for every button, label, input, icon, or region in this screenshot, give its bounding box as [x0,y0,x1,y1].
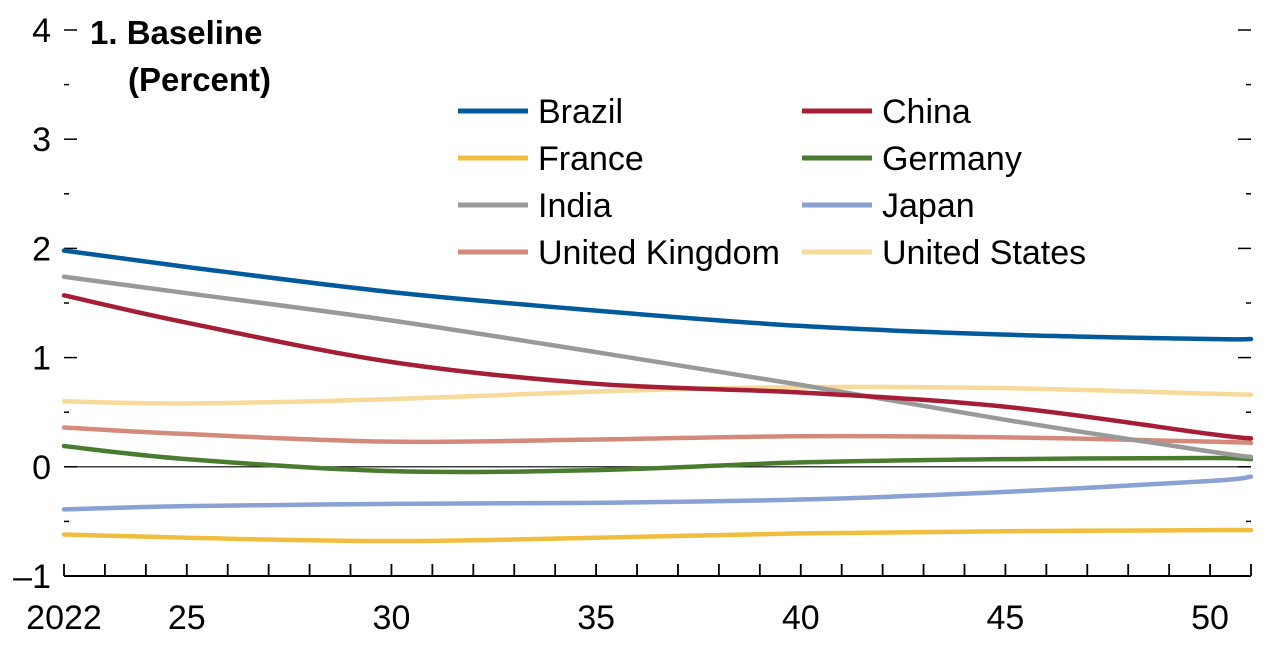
legend-label-brazil: Brazil [538,93,623,131]
chart-title: 1. Baseline [90,14,262,51]
y-tick-label: 1 [32,340,51,378]
x-tick-label: 45 [986,599,1024,637]
y-tick-label: 2 [32,230,51,268]
series-line-china [61,293,1254,441]
x-tick-label: 40 [782,599,820,637]
chart-subtitle: (Percent) [128,61,271,98]
y-tick-label: 0 [32,449,51,487]
legend-label-japan: Japan [882,187,975,225]
legend-label-united-kingdom: United Kingdom [538,234,780,272]
y-tick-label: –1 [13,558,51,596]
x-tick-label: 50 [1191,599,1229,637]
x-tick-label: 2022 [26,599,102,637]
legend: Brazil China France Germany India Japan United… [458,93,1086,272]
series-line-brazil [61,248,1254,342]
series-lines [61,248,1254,544]
legend-label-india: India [538,187,612,225]
series-line-france [61,527,1254,544]
series-line-germany [61,443,1254,475]
y-tick-label: 4 [32,12,51,50]
x-tick-label: 30 [373,599,411,637]
legend-label-united-states: United States [882,234,1086,272]
legend-label-france: France [538,140,644,178]
y-tick-label: 3 [32,121,51,159]
x-tick-label: 35 [577,599,615,637]
x-tick-label: 25 [168,599,206,637]
series-line-india [61,274,1254,460]
legend-label-germany: Germany [882,140,1022,178]
legend-label-china: China [882,93,971,131]
series-line-japan [61,474,1254,512]
